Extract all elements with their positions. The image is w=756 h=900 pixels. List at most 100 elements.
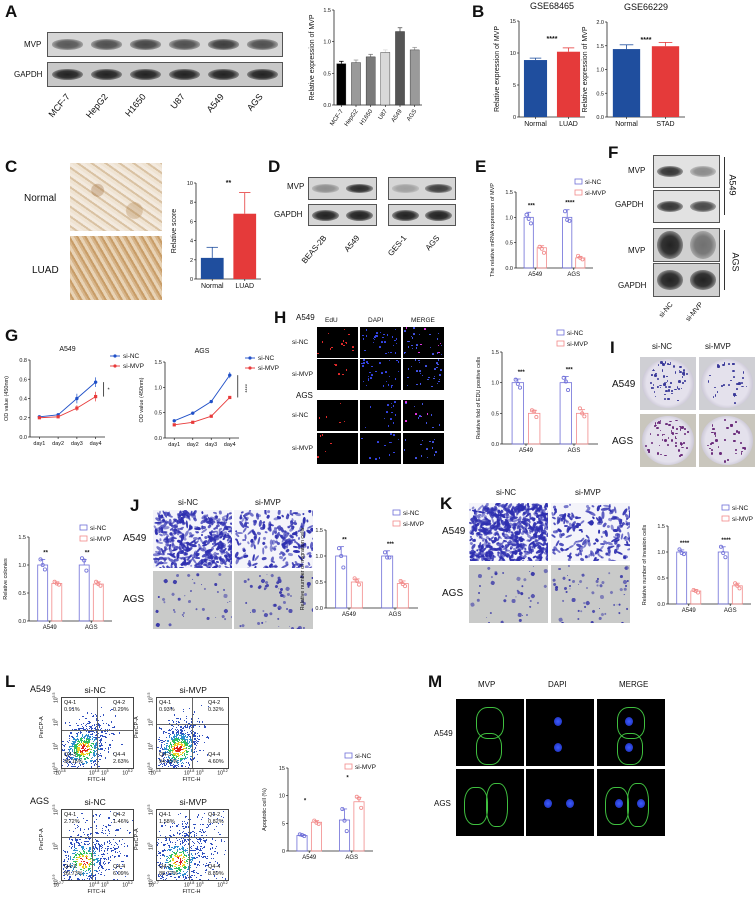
event-dot (104, 862, 106, 864)
event-dot (204, 856, 206, 858)
event-dot (199, 845, 201, 848)
event-dot (97, 722, 99, 725)
event-dot (80, 868, 82, 871)
event-dot (187, 762, 189, 764)
event-dot (180, 741, 182, 744)
event-dot (174, 852, 176, 854)
x-tick-label: LUAD (559, 121, 578, 128)
event-dot (72, 859, 74, 861)
event-dot (64, 874, 66, 876)
ihc-label-normal: Normal (24, 193, 57, 204)
event-dot (194, 738, 196, 740)
event-dot (180, 752, 182, 754)
cell-nucleus (329, 348, 331, 350)
event-dot (87, 761, 89, 764)
event-dot (83, 869, 85, 871)
colony (667, 398, 670, 400)
event-dot (196, 744, 198, 747)
colony (683, 432, 686, 436)
western-blot-mvp-gastric (388, 177, 456, 200)
x-tick-label: day3 (71, 441, 83, 447)
event-dot (101, 755, 103, 757)
event-dot (183, 738, 185, 740)
event-dot (89, 872, 91, 874)
event-dot (81, 743, 83, 745)
event-dot (74, 849, 76, 851)
bar (37, 564, 49, 622)
event-dot (100, 743, 102, 745)
event-dot (173, 736, 175, 738)
event-dot (62, 760, 64, 762)
colony (682, 373, 685, 376)
event-dot (166, 736, 168, 738)
event-dot (91, 733, 94, 735)
event-dot (80, 728, 82, 730)
cell-nucleus (415, 413, 417, 415)
panel-label-c: C (5, 157, 18, 176)
event-dot (98, 746, 100, 748)
event-dot (87, 729, 89, 731)
event-dot (105, 869, 108, 871)
event-dot (80, 835, 82, 838)
event-dot (180, 729, 183, 731)
colony (735, 448, 738, 452)
colony (656, 386, 659, 389)
event-dot (178, 823, 180, 825)
cell-nucleus (432, 441, 434, 443)
event-dot (181, 758, 184, 761)
event-dot (161, 862, 163, 864)
event-dot (158, 726, 160, 728)
event-dot (168, 737, 171, 739)
colony (665, 390, 668, 392)
cell-nucleus (428, 376, 430, 379)
quadrant-name: Q4-4 (113, 864, 126, 870)
event-dot (74, 738, 77, 740)
event-dot (161, 748, 163, 751)
event-dot (88, 851, 90, 853)
cell-nucleus (388, 454, 391, 456)
event-dot (95, 715, 97, 717)
event-dot (81, 748, 83, 750)
event-dot (87, 737, 89, 739)
event-dot (88, 738, 90, 740)
colony (664, 423, 668, 425)
event-dot (88, 735, 90, 738)
event-dot (158, 739, 160, 741)
panel-label-h: H (274, 308, 287, 327)
event-dot (117, 828, 119, 830)
event-dot (191, 875, 193, 877)
event-dot (82, 850, 84, 852)
event-dot (111, 854, 113, 856)
event-dot (186, 815, 188, 817)
event-dot (109, 855, 111, 857)
colony (662, 363, 665, 367)
cell-nucleus (404, 439, 407, 441)
event-dot (185, 734, 187, 736)
colony (714, 435, 717, 437)
event-dot (75, 744, 77, 746)
event-dot (187, 757, 189, 759)
event-dot (88, 748, 90, 751)
cell-nucleus (425, 365, 427, 367)
event-dot (184, 750, 187, 752)
event-dot (84, 724, 87, 726)
event-dot (206, 736, 208, 739)
event-dot (118, 732, 121, 734)
panel-label-f: F (608, 143, 619, 162)
y-tick-label: 2.0 (596, 20, 604, 26)
event-dot (168, 750, 170, 752)
cell-nucleus (373, 336, 376, 339)
event-dot (185, 850, 187, 852)
event-dot (95, 877, 97, 879)
event-dot (185, 762, 188, 764)
cell-nucleus (404, 351, 406, 354)
colony (653, 425, 656, 428)
bar (200, 257, 224, 279)
event-dot (197, 753, 199, 755)
protein-band (207, 68, 240, 81)
event-dot (112, 879, 115, 880)
bar (233, 213, 257, 279)
event-dot (185, 740, 187, 742)
event-dot (173, 754, 175, 757)
